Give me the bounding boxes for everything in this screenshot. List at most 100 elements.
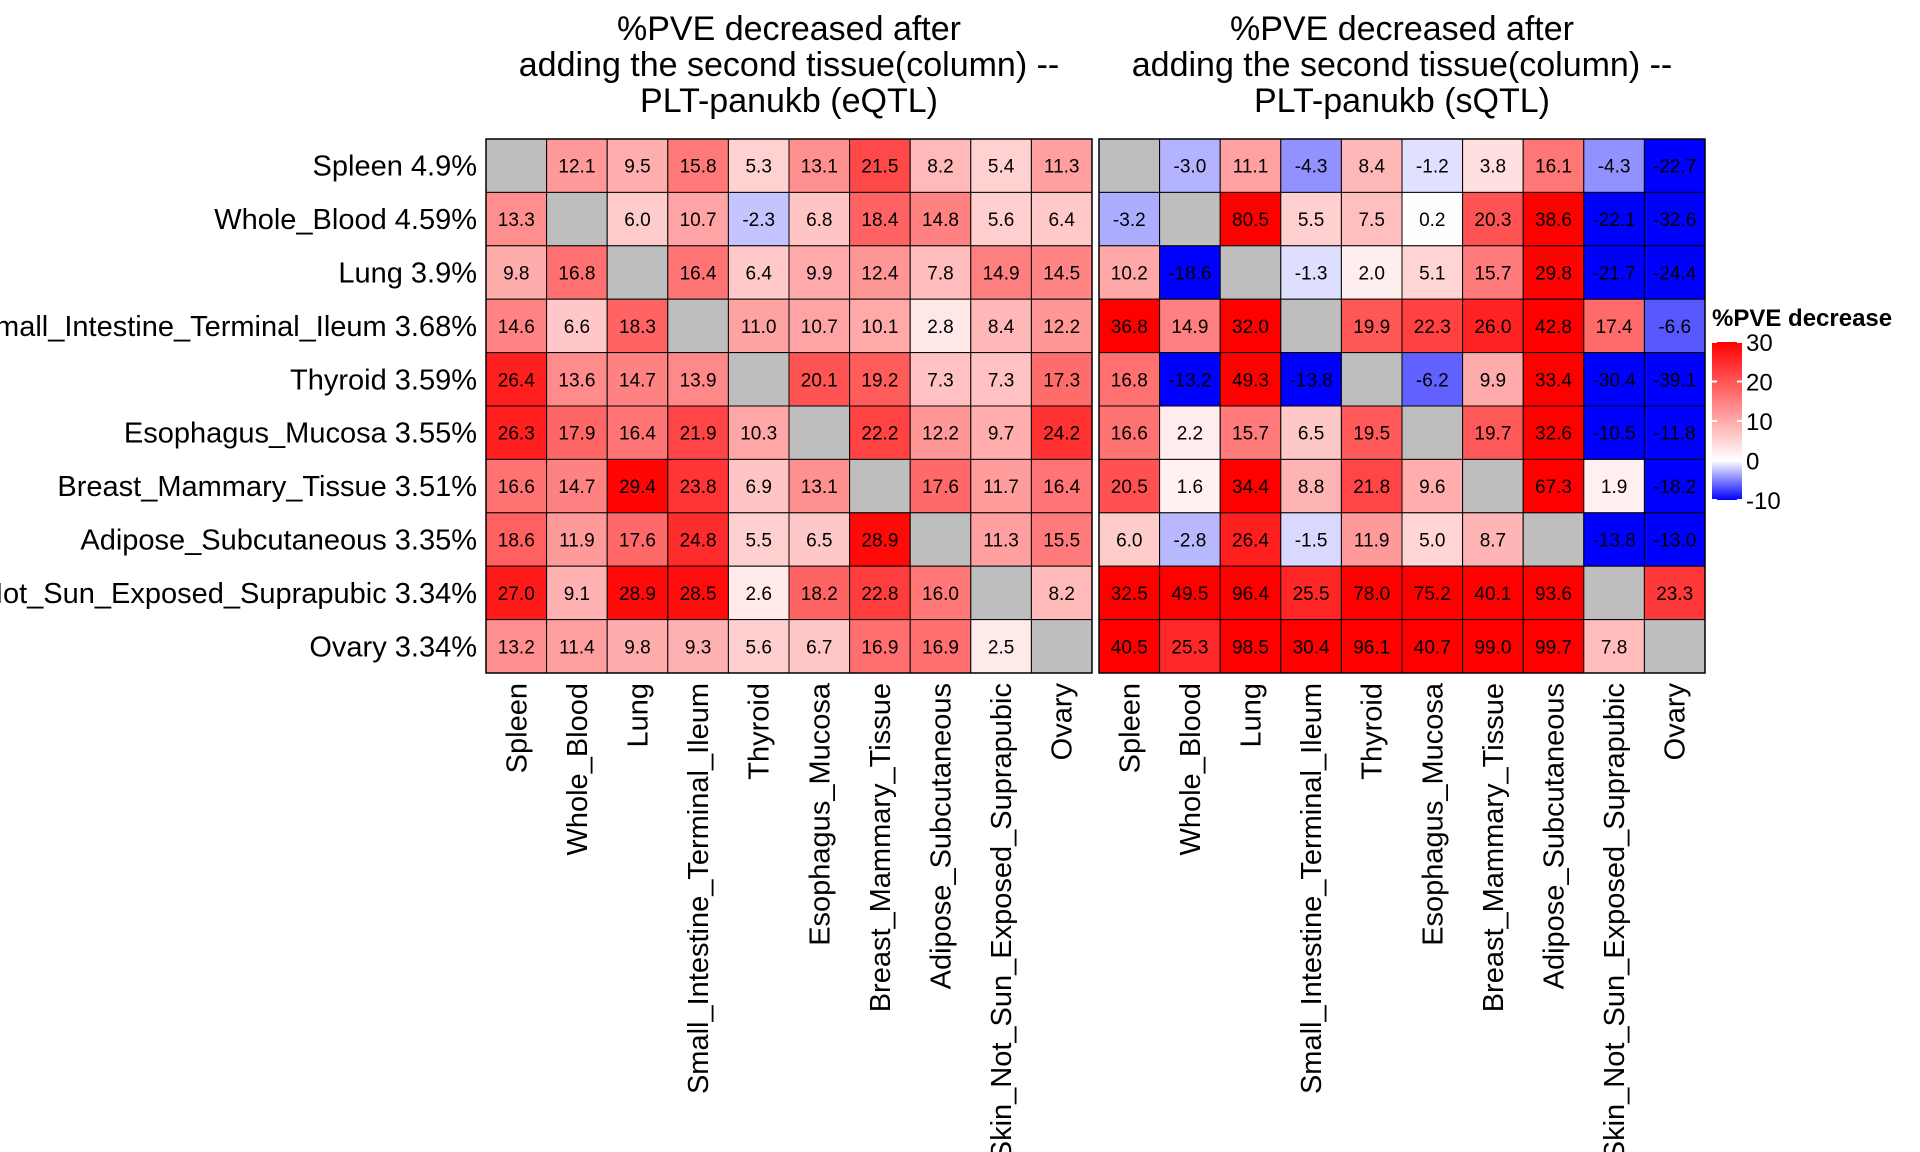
heatmap-cell [1462,619,1524,674]
heatmap-cell [1462,298,1524,354]
heatmap-cell [1462,458,1524,514]
cell-value-label: 6.0 [624,210,650,231]
heatmap-cell [1159,191,1221,247]
cell-value-label: 26.4 [498,370,535,391]
cell-value-label: 11.3 [1044,157,1080,178]
cell-value-label: 16.9 [861,637,898,658]
heatmap-cell [909,352,972,407]
cell-value-label: 9.7 [988,424,1014,445]
cell-value-label: 16.4 [1043,477,1080,498]
heatmap-cell [1522,619,1585,674]
cell-value-label: 6.5 [1298,424,1324,445]
heatmap-cell [1522,405,1585,460]
cell-value-label: 14.5 [1043,264,1080,285]
heatmap-cell [970,191,1032,247]
cell-value-label: -4.3 [1295,157,1328,178]
heatmap-cell [1583,191,1645,247]
heatmap-cell [909,619,972,674]
cell-value-label: 18.3 [619,317,656,338]
heatmap-cell [667,245,729,300]
heatmap-cell [849,619,911,674]
grid-border [485,138,1093,674]
heatmap-cell [788,565,851,621]
heatmap-cell [667,298,729,354]
cell-value-label: 36.8 [1111,317,1148,338]
heatmap-cell [1098,191,1161,247]
cell-value-label: -13.8 [1592,531,1635,552]
heatmap-cell [1280,191,1342,247]
heatmap-cell [1159,619,1221,674]
cell-value-label: -13.2 [1168,370,1211,391]
heatmap-cell [1030,405,1093,460]
heatmap-cell [1030,352,1093,407]
column-label: Whole_Blood [562,683,594,856]
heatmap-cell [1583,565,1645,621]
heatmap-cell [485,298,548,354]
heatmap-cell [727,565,790,621]
cell-value-label: 9.8 [503,264,529,285]
cell-value-label: 40.1 [1474,584,1511,605]
cell-value-label: 11.1 [1233,157,1269,178]
cell-value-label: 20.5 [1111,477,1148,498]
cell-value-label: 17.6 [619,531,656,552]
heatmap-cell [485,245,548,300]
cell-value-label: 13.1 [801,157,838,178]
cell-value-label: 9.3 [685,637,711,658]
cell-value-label: 3.8 [1480,157,1506,178]
cell-value-label: 6.6 [564,317,590,338]
heatmap-cell [788,512,851,567]
heatmap-cell [667,565,729,621]
heatmap-cell [1219,298,1282,354]
cell-value-label: 24.8 [680,531,717,552]
cell-value-label: 22.3 [1414,317,1451,338]
cell-value-label: 6.4 [1048,210,1075,231]
cell-value-label: 40.7 [1414,637,1451,658]
cell-value-label: 26.0 [1474,317,1511,338]
cell-value-label: 34.4 [1232,477,1269,498]
cell-value-label: 7.8 [927,264,953,285]
cell-value-label: 5.0 [1419,531,1445,552]
column-label: Ovary [1047,683,1079,761]
cell-value-label: 16.6 [1111,424,1148,445]
cell-value-label: 10.7 [801,317,838,338]
cell-value-label: 24.2 [1043,424,1080,445]
cell-value-label: 9.9 [1480,370,1506,391]
heatmap-cell [788,191,851,247]
cell-value-label: 19.5 [1353,424,1390,445]
cell-value-label: 16.8 [558,264,595,285]
heatmap-cell [1643,245,1706,300]
cell-value-label: 93.6 [1535,584,1572,605]
cell-value-label: 16.6 [498,477,535,498]
cell-value-label: -1.5 [1295,531,1328,552]
row-labels: Spleen 4.9% Whole_Blood 4.59% Lung 3.9% Sma… [0,151,477,664]
heatmap-cell [1643,458,1706,514]
panel-title-line: PLT-panukb (sQTL) [1254,82,1550,120]
heatmap-cell [849,458,911,514]
legend: %PVE decrease 30 20 10 0 -10 [1712,305,1892,515]
heatmap-cell [1340,565,1403,621]
heatmap-cell [485,619,548,674]
cell-value-label: 14.7 [619,370,656,391]
heatmap-cell [1583,405,1645,460]
heatmap-cell [485,138,548,193]
cell-value-label: 7.3 [927,370,953,391]
cell-value-label: 96.4 [1232,584,1269,605]
cell-value-label: 32.6 [1535,424,1572,445]
cell-value-label: 99.7 [1535,637,1572,658]
legend-ticks: 30 20 10 0 -10 [1712,330,1781,515]
cell-value-label: 19.9 [1353,317,1390,338]
cell-value-label: 26.3 [498,424,535,445]
cell-value-label: 17.9 [558,424,595,445]
heatmap-cell [849,512,911,567]
heatmap-cell [1462,245,1524,300]
heatmap-cell [727,405,790,460]
heatmap-cell [546,191,608,247]
cell-value-label: 32.5 [1111,584,1148,605]
cell-value-label: 13.6 [558,370,595,391]
cell-value-label: 14.8 [922,210,959,231]
cell-value-label: 13.3 [498,210,535,231]
heatmap-cell [909,191,972,247]
cell-value-label: 23.8 [680,477,717,498]
heatmap-cell [606,245,669,300]
column-label: Spleen [501,683,533,773]
